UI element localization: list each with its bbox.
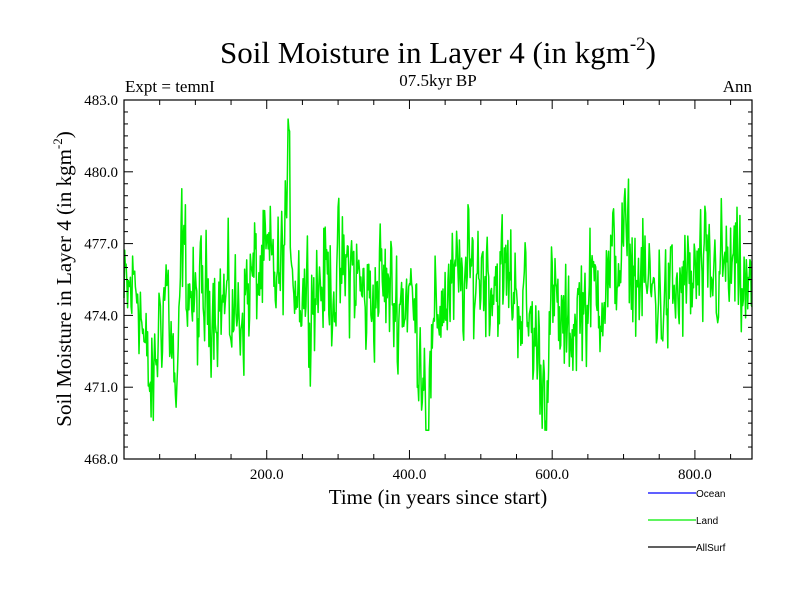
x-axis-title: Time (in years since start): [329, 485, 548, 509]
legend-label-ocean: Ocean: [696, 489, 725, 500]
series-layer: [123, 118, 753, 432]
y-tick-label: 474.0: [84, 308, 118, 324]
y-axis-title-sup: -2: [50, 138, 65, 149]
x-tick-label: 200.0: [250, 467, 284, 483]
x-tick-label: 800.0: [678, 467, 712, 483]
legend-label-allsurf: AllSurf: [696, 543, 726, 554]
legend-label-land: Land: [696, 516, 718, 527]
chart-title-sup: -2: [630, 34, 646, 55]
y-axis-title: Soil Moisture in Layer 4 (in kgm-2): [50, 131, 76, 426]
y-axis-ticks: 468.0 471.0 474.0 477.0 480.0 483.0: [84, 93, 752, 468]
y-tick-label: 468.0: [84, 452, 118, 468]
x-axis-ticks: 200.0 400.0 600.0 800.0: [159, 100, 732, 483]
y-axis-title-main: Soil Moisture in Layer 4 (in kgm: [52, 149, 76, 427]
series-line-land: [123, 118, 753, 432]
x-tick-label: 400.0: [393, 467, 427, 483]
experiment-label: Expt = temnI: [125, 77, 215, 96]
chart-title-close: ): [646, 35, 656, 70]
chart-title-main: Soil Moisture in Layer 4 (in kgm: [220, 35, 630, 70]
legend: Ocean Land AllSurf: [648, 489, 726, 554]
chart-title: Soil Moisture in Layer 4 (in kgm-2): [220, 34, 656, 70]
y-tick-label: 480.0: [84, 165, 118, 181]
y-tick-label: 483.0: [84, 93, 118, 109]
x-tick-label: 600.0: [535, 467, 569, 483]
y-axis-title-close: ): [52, 131, 76, 138]
season-label: Ann: [723, 77, 753, 96]
y-tick-label: 471.0: [84, 380, 118, 396]
chart-subtitle: 07.5kyr BP: [399, 71, 476, 90]
y-tick-label: 477.0: [84, 237, 118, 253]
plot-frame: [123, 99, 753, 460]
